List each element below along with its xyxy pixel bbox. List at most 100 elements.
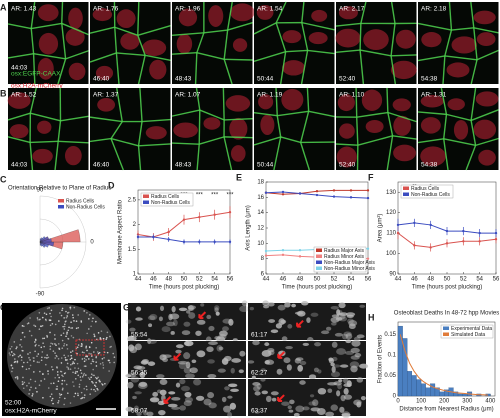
nucleus-dot	[70, 335, 73, 337]
nucleus-blob	[156, 374, 165, 379]
membrane	[299, 111, 310, 143]
nucleus-dot	[70, 357, 73, 360]
nucleus-dot	[50, 382, 52, 385]
nucleus-dot	[85, 359, 87, 361]
nucleus-dot	[11, 367, 14, 369]
membrane	[275, 1, 287, 24]
nucleus-dot	[75, 347, 78, 350]
nucleus-dot	[23, 361, 25, 364]
membrane	[65, 50, 89, 60]
nucleus-dot	[17, 355, 20, 358]
nucleus-blob	[268, 319, 276, 324]
x-tick-label: 100	[416, 399, 427, 405]
nucleus-dot	[99, 337, 102, 339]
membrane	[417, 55, 445, 62]
legend-swatch	[58, 199, 64, 203]
arrow	[296, 319, 304, 328]
histogram-bar	[439, 391, 445, 397]
nucleus-dot	[74, 370, 77, 373]
nucleus	[421, 32, 442, 48]
nucleus-dot	[86, 332, 88, 335]
nucleus-dot	[91, 320, 94, 323]
membrane	[470, 1, 475, 28]
nucleus-blob	[295, 405, 305, 413]
nucleus-blob	[207, 359, 215, 364]
nucleus	[37, 57, 54, 80]
rose-wedge	[39, 237, 43, 243]
nucleus-dot	[8, 352, 11, 354]
micrograph	[171, 1, 255, 85]
nucleus-blob	[208, 325, 215, 332]
nucleus-dot	[57, 374, 59, 376]
micrograph	[253, 87, 335, 171]
nucleus-dot	[21, 381, 24, 383]
nucleus-blob	[330, 362, 335, 367]
nucleus	[336, 146, 357, 168]
nucleus-dot	[58, 320, 60, 322]
nucleus-dot	[73, 362, 75, 365]
legend-label: Non-Radius Cells	[66, 204, 105, 210]
histogram-bar	[411, 375, 417, 397]
data-point	[366, 196, 370, 200]
membrane	[443, 138, 476, 147]
nucleus-blob	[350, 365, 358, 373]
nucleus-dot	[76, 346, 79, 349]
nucleus-blob	[291, 303, 296, 308]
membrane	[300, 50, 309, 85]
nucleus-dot	[79, 369, 82, 372]
nucleus-dot	[40, 325, 42, 328]
nucleus-blob	[129, 327, 136, 332]
nucleus-dot	[41, 324, 44, 327]
nucleus	[7, 92, 31, 109]
x-axis-label: Time (hours post plucking)	[149, 285, 219, 291]
nucleus-dot	[37, 353, 40, 355]
nucleus-dot	[69, 358, 72, 361]
nucleus-blob	[313, 367, 319, 373]
y-tick-label: 6	[261, 272, 265, 278]
nucleus-dot	[95, 361, 97, 363]
nucleus-dot	[60, 357, 63, 359]
legend-label: Experimental Data	[451, 326, 492, 332]
data-point	[445, 229, 449, 233]
nucleus-dot	[40, 359, 43, 362]
nucleus-blob	[193, 378, 202, 386]
nucleus-blob	[286, 364, 292, 371]
nucleus-dot	[113, 361, 115, 364]
membrane	[194, 52, 198, 85]
nucleus	[68, 7, 83, 30]
nucleus-dot	[77, 367, 80, 370]
membrane	[387, 112, 394, 136]
x-tick-label: 46	[280, 277, 287, 283]
nucleus	[97, 98, 116, 112]
nucleus-dot	[100, 338, 103, 340]
nucleus-blob	[227, 411, 233, 418]
legend-label: Simulated Data	[451, 332, 485, 338]
nucleus-dot	[61, 379, 64, 382]
nucleus-dot	[93, 333, 95, 336]
micrograph	[335, 1, 417, 85]
nucleus	[311, 9, 328, 22]
y-tick-label: 1	[133, 272, 137, 278]
nucleus-dot	[41, 351, 44, 353]
nucleus-dot	[30, 386, 32, 389]
nucleus-blob	[260, 368, 266, 372]
nucleus-dot	[51, 323, 54, 325]
nucleus-dot	[102, 364, 105, 366]
nucleus-dot	[10, 351, 13, 353]
nucleus-blob	[171, 396, 181, 401]
x-tick-label: 44	[263, 277, 270, 283]
membrane	[391, 54, 417, 57]
nucleus-dot	[57, 401, 59, 404]
time-label: 54:38	[421, 76, 438, 83]
membrane	[417, 22, 452, 31]
aspect-ratio-label: AR: 1.43	[11, 6, 37, 13]
x-axis-label: Time (hours post plucking)	[282, 285, 352, 291]
nucleus-blob	[358, 364, 368, 368]
time-label: 46:40	[93, 76, 110, 83]
nucleus-blob	[207, 373, 217, 379]
nucleus-blob	[338, 379, 343, 383]
nucleus-dot	[34, 344, 37, 347]
nucleus-blob	[214, 307, 219, 313]
nucleus	[361, 89, 383, 111]
membrane	[440, 87, 448, 115]
